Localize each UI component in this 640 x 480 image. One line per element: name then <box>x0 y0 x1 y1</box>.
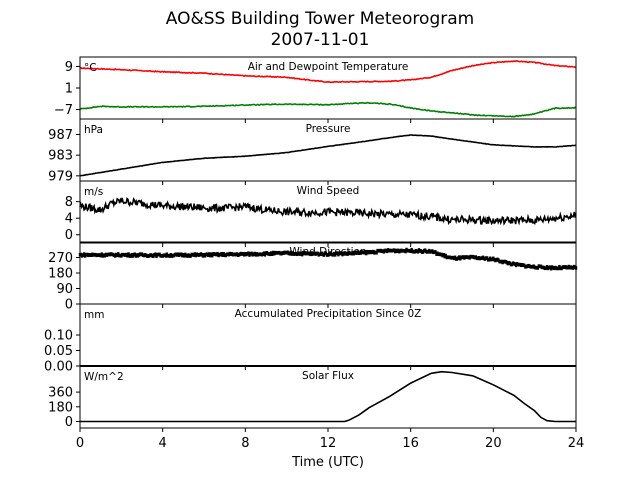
panel-unit-label: hPa <box>84 124 103 136</box>
wind-direction-point <box>404 249 407 254</box>
y-tick-label: 8 <box>65 195 73 210</box>
panel-1: 987 983 979 hPa Pressure <box>48 118 577 185</box>
y-tick-label: 979 <box>48 169 73 184</box>
series-3-0 <box>78 247 578 271</box>
panel-unit-label: mm <box>84 309 104 321</box>
panels-group: 9 1 −7 °C Air and Dewpoint Temperature 987 983… <box>44 56 578 432</box>
series-line-2-0 <box>79 196 577 226</box>
wind-direction-point <box>322 253 326 257</box>
x-tick-label: 12 <box>320 436 337 451</box>
panel-0: 9 1 −7 °C Air and Dewpoint Temperature <box>54 56 577 123</box>
series-line-0-0 <box>79 59 577 84</box>
y-tick-label: 1 <box>65 82 73 97</box>
panel-title: Pressure <box>306 123 351 135</box>
y-tick-label: 4 <box>65 212 73 227</box>
y-tick-label: 0 <box>65 228 73 243</box>
x-tick-label: 8 <box>241 436 249 451</box>
series-line-5-0 <box>80 370 576 423</box>
y-tick-label: 180 <box>48 400 73 415</box>
x-tick-label: 0 <box>76 436 84 451</box>
panel-title: Air and Dewpoint Temperature <box>248 61 409 73</box>
panel-4: 0.100.050.00 mm Accumulated Precipitation … <box>44 303 577 375</box>
series-line-0-1 <box>79 101 577 118</box>
y-tick-label: 0.10 <box>44 329 73 344</box>
wind-direction-point <box>434 250 437 254</box>
y-tick-label: 360 <box>48 386 73 401</box>
series-line-1-0 <box>79 134 577 177</box>
wind-direction-point <box>536 266 539 270</box>
x-tick-label: 20 <box>485 436 502 451</box>
x-axis: 0 4 8 12 16 20 24 <box>76 436 584 451</box>
wind-direction-point <box>82 252 86 256</box>
y-tick-label: 270 <box>48 251 73 266</box>
chart-title: AO&SS Building Tower Meteorogram <box>166 9 474 29</box>
wind-direction-point <box>375 250 378 255</box>
y-tick-label: 987 <box>48 128 73 143</box>
y-tick-label: 180 <box>48 267 73 282</box>
panel-2: 8 40 m/s Wind Speed <box>65 180 577 247</box>
panel-unit-label: W/m^2 <box>84 371 124 383</box>
chart-subtitle: 2007-11-01 <box>271 30 370 50</box>
wind-direction-point <box>127 252 130 256</box>
y-tick-label: 983 <box>48 149 73 164</box>
y-tick-label: 90 <box>56 282 73 297</box>
wind-direction-point <box>154 252 157 257</box>
panel-unit-label: m/s <box>84 186 103 198</box>
wind-direction-point <box>247 251 250 256</box>
y-tick-label: 0.00 <box>44 360 73 375</box>
y-tick-label: −7 <box>54 103 73 118</box>
wind-direction-point <box>416 250 420 254</box>
x-axis-label: Time (UTC) <box>291 455 364 470</box>
panel-title: Wind Speed <box>297 185 360 197</box>
y-tick-label: 0 <box>65 298 73 313</box>
x-tick-label: 4 <box>159 436 167 451</box>
y-tick-label: 9 <box>65 60 73 75</box>
x-tick-label: 24 <box>568 436 585 451</box>
wind-direction-point <box>444 253 447 258</box>
panel-title: Accumulated Precipitation Since 0Z <box>235 308 422 320</box>
panel-unit-label: °C <box>84 62 97 74</box>
panel-title: Wind Direction <box>289 246 366 258</box>
y-tick-label: 0.05 <box>44 344 73 359</box>
y-tick-label: 0 <box>65 415 73 430</box>
panel-title: Solar Flux <box>302 370 354 382</box>
x-tick-label: 16 <box>402 436 419 451</box>
